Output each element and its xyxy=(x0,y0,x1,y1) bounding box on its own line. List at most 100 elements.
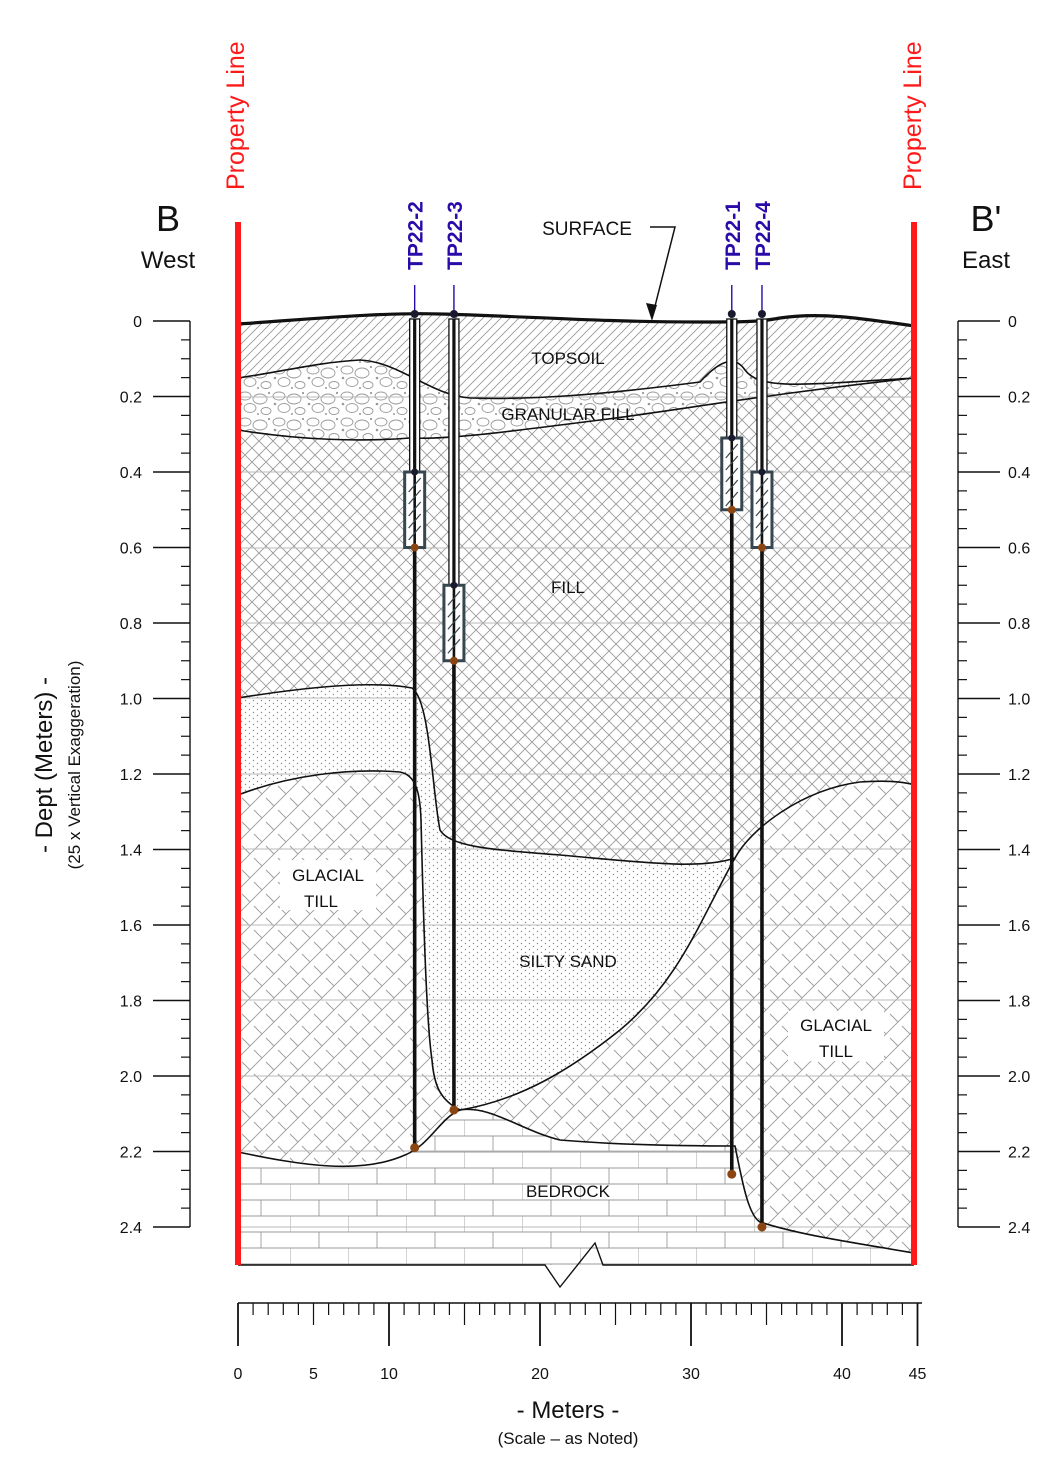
right-depth-tick-label: 1.6 xyxy=(1008,918,1030,935)
test-pit-top-marker xyxy=(410,310,419,318)
test-pit-screen-slot xyxy=(447,626,461,642)
test-pit-label: TP22-4 xyxy=(752,201,775,270)
test-pit-screen-slot xyxy=(408,513,422,529)
test-pit-bottom-marker xyxy=(727,1169,737,1179)
test-pit-screen-slot xyxy=(408,477,422,493)
test-pit-screen-slot xyxy=(447,614,461,630)
distance-axis-subtitle: (Scale – as Noted) xyxy=(498,1429,639,1448)
left-depth-tick-label: 2.0 xyxy=(120,1069,142,1086)
granular-fill-boundary xyxy=(237,377,915,441)
left-depth-tick-label: 1.4 xyxy=(120,843,142,860)
granular-fill-label: GRANULAR FILL xyxy=(501,405,634,424)
test-pit-screen-bottom-marker xyxy=(410,543,419,552)
topsoil-layer xyxy=(238,313,914,399)
left-depth-tick-label: 0 xyxy=(133,314,142,331)
left-depth-tick-label: 1.8 xyxy=(120,994,142,1011)
left-depth-tick-label: 0.6 xyxy=(120,541,142,558)
distance-tick-label: 30 xyxy=(682,1366,700,1383)
test-pit-screen-slot xyxy=(408,501,422,517)
surface-leader xyxy=(650,226,676,319)
fill-label: FILL xyxy=(551,578,585,597)
glacial-till-left-label-2: TILL xyxy=(304,892,338,911)
right-depth-tick-label: 1.0 xyxy=(1008,692,1030,709)
test-pit-screen-slot xyxy=(755,513,769,529)
test-pit-screen-top-marker xyxy=(728,434,736,442)
silty-sand-layer xyxy=(238,684,735,1110)
test-pit-bottom-marker xyxy=(410,1143,420,1153)
right-depth-tick-label: 0 xyxy=(1008,314,1017,331)
right-depth-tick-label: 0.6 xyxy=(1008,541,1030,558)
test-pit-screen-top-marker xyxy=(411,468,419,476)
distance-tick-label: 10 xyxy=(380,1366,398,1383)
test-pit-screen-slot xyxy=(725,455,739,471)
right-depth-tick-label: 2.4 xyxy=(1008,1220,1030,1237)
left-depth-tick-label: 0.4 xyxy=(120,465,142,482)
test-pit-bottom-marker xyxy=(757,1222,767,1232)
section-break-line xyxy=(238,1241,914,1289)
test-pit-screen-bottom-marker xyxy=(727,505,736,514)
right-depth-tick-label: 0.4 xyxy=(1008,465,1030,482)
test-pit-screen-slot xyxy=(725,467,739,483)
test-pit-label: TP22-1 xyxy=(722,201,745,270)
test-pit-screen-slot xyxy=(755,477,769,493)
left-depth-tick-label: 1.0 xyxy=(120,692,142,709)
property-line-right-label: Property Line xyxy=(899,41,927,190)
test-pit-top-marker xyxy=(757,310,766,318)
test-pit-top-marker xyxy=(727,310,736,318)
test-pit-screen-bottom-marker xyxy=(449,656,458,665)
test-pit-screen-slot xyxy=(447,590,461,606)
east-direction-label: East xyxy=(962,247,1010,274)
left-depth-tick-label: 2.4 xyxy=(120,1220,142,1237)
right-depth-tick-label: 1.2 xyxy=(1008,767,1030,784)
test-pit-screen-slot xyxy=(725,491,739,507)
left-depth-tick-label: 0.2 xyxy=(120,390,142,407)
test-pit-top-marker xyxy=(449,310,458,318)
bedrock-label: BEDROCK xyxy=(526,1182,611,1201)
granular-fill-layer xyxy=(238,360,914,440)
test-pit-label: TP22-3 xyxy=(444,201,467,270)
test-pit-screen-bottom-marker xyxy=(757,543,766,552)
glacial-till-right-label-2: TILL xyxy=(819,1042,853,1061)
test-pit-screen-slot xyxy=(755,501,769,517)
test-pit-screen-slot xyxy=(408,489,422,505)
test-pit-screen-top-marker xyxy=(450,581,458,589)
right-depth-tick-label: 1.8 xyxy=(1008,994,1030,1011)
section-end-letter: B' xyxy=(971,198,1002,239)
test-pit-screen-slot xyxy=(725,443,739,459)
left-depth-tick-label: 2.2 xyxy=(120,1145,142,1162)
depth-axis-title: - Dept (Meters) - xyxy=(31,677,58,853)
test-pit-screen-top-marker xyxy=(758,468,766,476)
topsoil-label: TOPSOIL xyxy=(531,349,604,368)
silty-sand-boundary xyxy=(459,857,736,1111)
test-pits-group: TP22-2 TP22-3 TP22-1 TP22-4 xyxy=(403,201,775,1232)
glacial-till-right-layer xyxy=(460,781,914,1253)
test-pit-screen-slot xyxy=(755,489,769,505)
test-pit-screen-slot xyxy=(408,525,422,541)
test-pit-label: TP22-2 xyxy=(405,201,428,270)
right-depth-tick-label: 2.0 xyxy=(1008,1069,1030,1086)
distance-tick-label: 45 xyxy=(909,1366,927,1383)
left-depth-tick-label: 1.6 xyxy=(120,918,142,935)
west-direction-label: West xyxy=(141,247,196,274)
surface-label: SURFACE xyxy=(542,219,632,240)
test-pit-screen-slot xyxy=(447,602,461,618)
surface-arrowhead xyxy=(646,303,657,321)
right-depth-tick-label: 1.4 xyxy=(1008,843,1030,860)
right-depth-tick-label: 0.8 xyxy=(1008,616,1030,633)
left-depth-tick-label: 0.8 xyxy=(120,616,142,633)
right-depth-tick-label: 2.2 xyxy=(1008,1145,1030,1162)
glacial-till-left-boundary xyxy=(237,770,461,1111)
ground-surface-line xyxy=(237,312,915,328)
glacial-till-right-label-1: GLACIAL xyxy=(800,1016,872,1035)
distance-tick-label: 5 xyxy=(309,1366,318,1383)
section-start-letter: B xyxy=(156,198,180,239)
distance-tick-label: 0 xyxy=(234,1366,243,1383)
left-depth-tick-label: 1.2 xyxy=(120,767,142,784)
silty-sand-label: SILTY SAND xyxy=(519,952,617,971)
fill-boundary xyxy=(237,683,915,865)
depth-axis-subtitle: (25 x Vertical Exaggeration) xyxy=(65,661,84,870)
distance-tick-label: 40 xyxy=(833,1366,851,1383)
glacial-till-left-label-1: GLACIAL xyxy=(292,866,364,885)
test-pit-screen-slot xyxy=(755,525,769,541)
